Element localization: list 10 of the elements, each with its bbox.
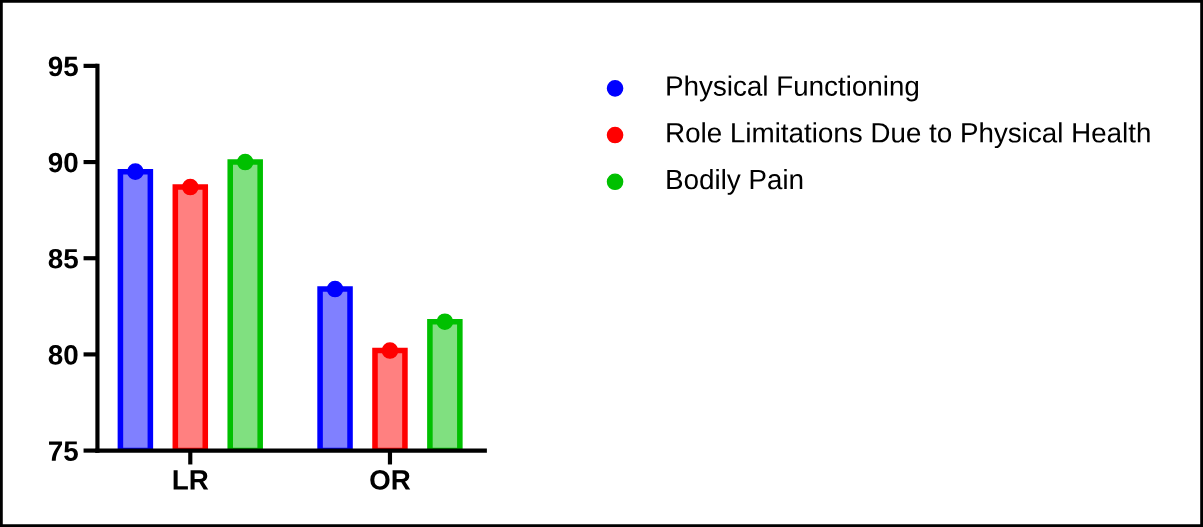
y-tick-label: 90 [48,152,78,173]
legend-label: Bodily Pain [667,168,803,195]
legend-label: Role Limitations Due to Physical Health [667,122,1150,149]
x-tick-label: OR [370,470,411,490]
y-tick-label: 85 [48,248,78,269]
y-tick-label: 75 [48,441,78,461]
y-tick-label: 95 [48,56,78,77]
x-tick-label: LR [173,470,209,490]
legend-label: Physical Functioning [667,75,919,102]
y-tick-label: 80 [48,345,78,365]
